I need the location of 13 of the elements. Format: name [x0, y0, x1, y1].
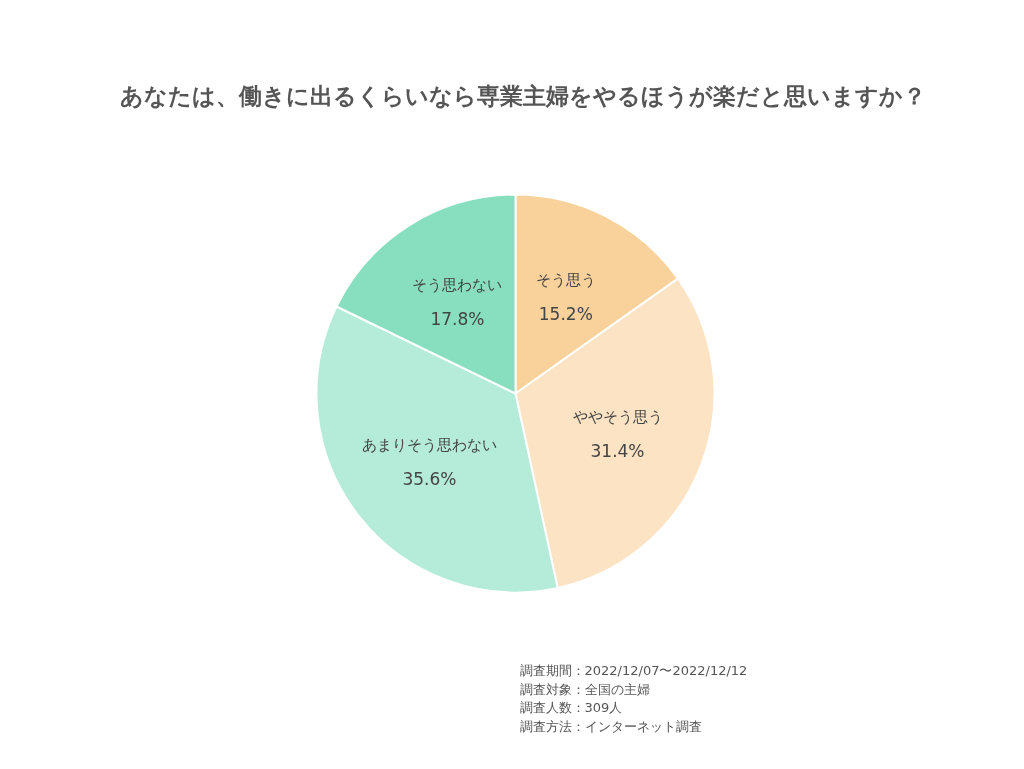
data-label: 15.2%: [538, 304, 593, 325]
text: 調査対象：全国の主婦: [519, 681, 650, 697]
chart-title: あなたは、働きに出るくらいなら専業主婦をやるほうが楽だと思いますか？: [119, 82, 926, 109]
data-label: 17.8%: [430, 308, 485, 329]
data-label: 31.4%: [590, 441, 645, 462]
data-label: 35.6%: [402, 469, 457, 490]
slice-label: あまりそう思わない: [361, 436, 497, 455]
slice-label: ややそう思う: [572, 408, 663, 427]
text: 調査方法：インターネット調査: [519, 718, 702, 734]
slice-label: そう思わない: [412, 275, 503, 294]
text: 調査期間：2022/12/07〜2022/12/12: [519, 663, 748, 678]
text: 調査人数：309人: [519, 700, 623, 715]
slice-label: そう思う: [535, 271, 596, 290]
